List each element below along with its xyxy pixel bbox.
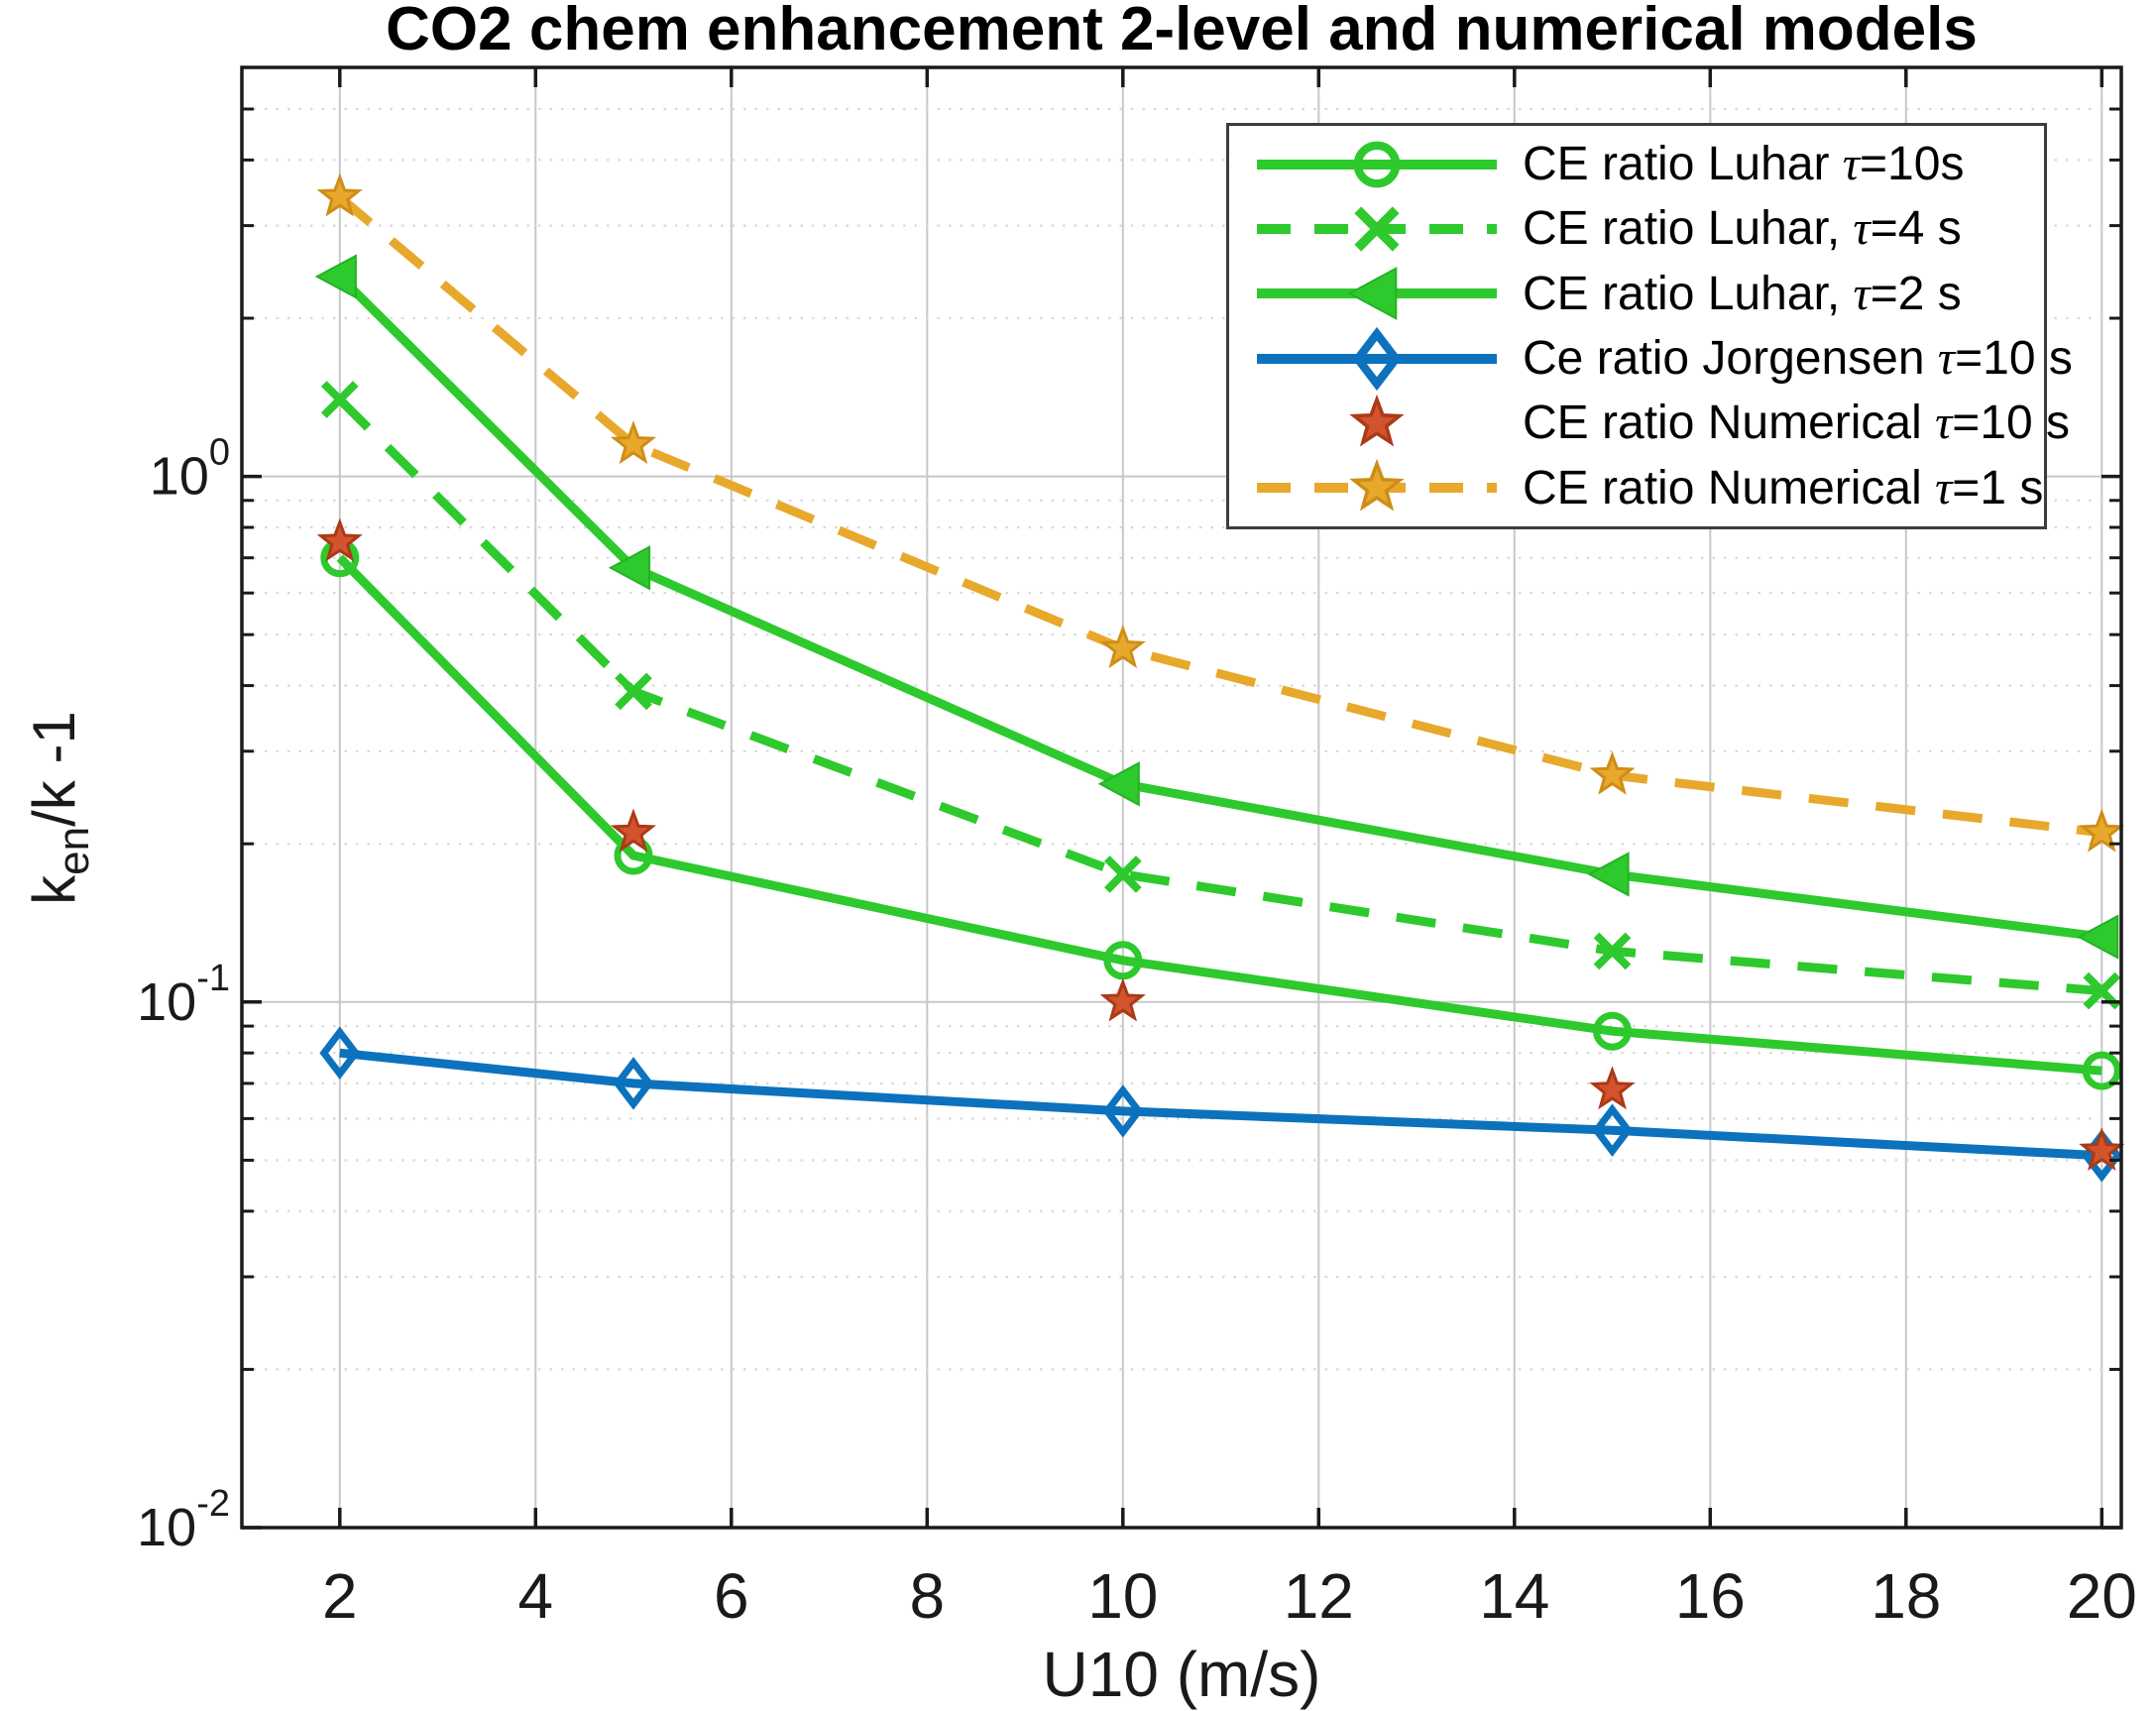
legend-label: CE ratio Luhar τ=10s: [1523, 138, 1965, 191]
legend-swatch-pentagram: [1349, 394, 1405, 447]
legend-label: CE ratio Numerical τ=1 s: [1523, 461, 2044, 514]
legend-swatch-circle: [1257, 141, 1497, 188]
legend: CE ratio Luhar τ=10s CE ratio Luhar, τ=4 …: [1226, 123, 2073, 529]
series-2: [314, 254, 2119, 960]
y-tick-label: 100: [150, 432, 230, 507]
series-5: [316, 172, 2125, 853]
legend-entry-4: CE ratio Numerical τ=10 s: [1253, 393, 2070, 454]
series-3: [319, 1026, 2122, 1183]
legend-entry-0: CE ratio Luhar τ=10s: [1253, 134, 2044, 195]
y-tick-label: 10-1: [137, 958, 230, 1032]
x-tick-label: 16: [1675, 1560, 1746, 1632]
y-tick-labels: 100 10-1 10-2: [137, 432, 230, 1557]
legend-entry-3: Ce ratio Jorgensen τ=10 s: [1253, 326, 2073, 391]
y-tick-label: 10-2: [137, 1483, 230, 1557]
x-tick-label: 4: [518, 1560, 554, 1632]
legend-swatch-diamond: [1257, 326, 1497, 391]
legend-label: Ce ratio Jorgensen τ=10 s: [1523, 332, 2073, 386]
legend-swatch-triangle-left: [1257, 267, 1497, 321]
x-tick-label: 8: [910, 1560, 946, 1632]
legend-entry-2: CE ratio Luhar, τ=2 s: [1253, 263, 2044, 324]
chart-title: CO2 chem enhancement 2-level and numeric…: [386, 0, 1978, 63]
legend-entry-5: CE ratio Numerical τ=1 s: [1253, 457, 2044, 518]
x-tick-label: 10: [1087, 1560, 1158, 1632]
y-axis-label: ken/k -1: [21, 711, 98, 905]
x-tick-label: 6: [714, 1560, 749, 1632]
legend-entry-1: CE ratio Luhar, τ=4 s: [1253, 198, 2044, 260]
series-4: [316, 517, 2125, 1171]
legend-label: CE ratio Luhar, τ=4 s: [1523, 202, 1962, 256]
x-tick-label: 12: [1284, 1560, 1354, 1632]
x-tick-labels: 2 4 6 8 10 12 14 16 18 20: [322, 1560, 2137, 1632]
x-axis-label: U10 (m/s): [1042, 1639, 1321, 1710]
x-tick-label: 20: [2067, 1560, 2137, 1632]
legend-label: CE ratio Luhar, τ=2 s: [1523, 267, 1962, 320]
axes: [240, 65, 2123, 1530]
legend-swatch-x: [1257, 206, 1497, 252]
x-tick-label: 18: [1871, 1560, 1941, 1632]
series-1: [320, 381, 2121, 1010]
x-tick-label: 14: [1479, 1560, 1549, 1632]
series-0: [320, 538, 2121, 1090]
x-tick-label: 2: [322, 1560, 358, 1632]
legend-swatch-pentagram: [1257, 459, 1497, 512]
legend-label: CE ratio Numerical τ=10 s: [1523, 397, 2071, 450]
